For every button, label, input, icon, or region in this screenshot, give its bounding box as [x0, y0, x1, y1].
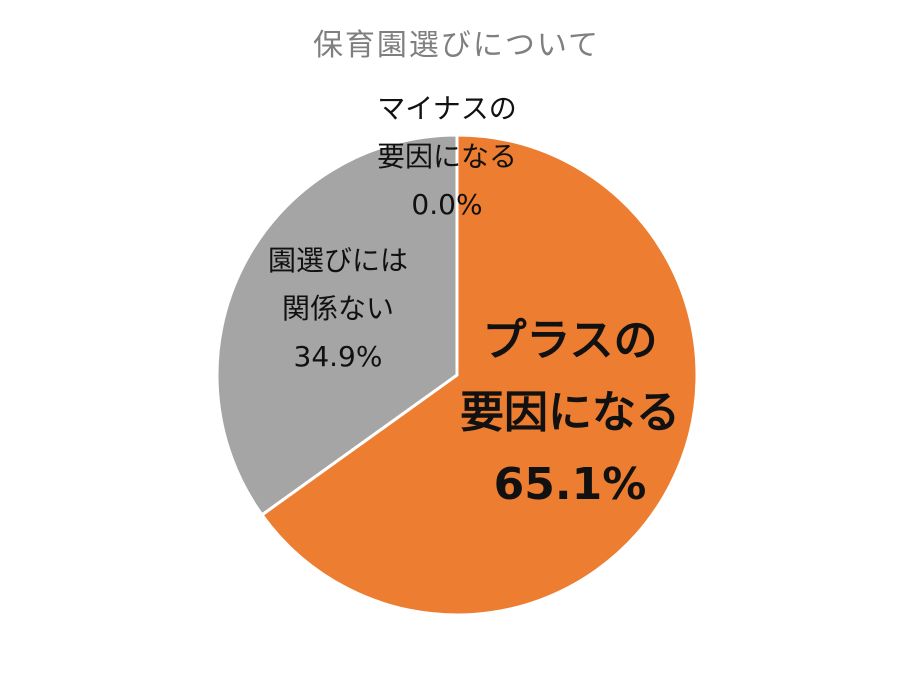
pie-labels: プラスの要因になる 65.1% マイナスの要因になる 0.0% 園選びには関係ない 34.…	[268, 92, 680, 510]
slice-3	[215, 133, 459, 517]
slice-1-label: プラスの要因になる 65.1%	[460, 315, 680, 510]
slice-1	[260, 133, 699, 617]
slice-3-label: 園選びには関係ない 34.9%	[268, 244, 408, 373]
slice-2-label: マイナスの要因になる 0.0%	[377, 92, 517, 221]
chart-title: 保育園選びについて	[312, 28, 601, 63]
pie-slices	[215, 133, 699, 617]
